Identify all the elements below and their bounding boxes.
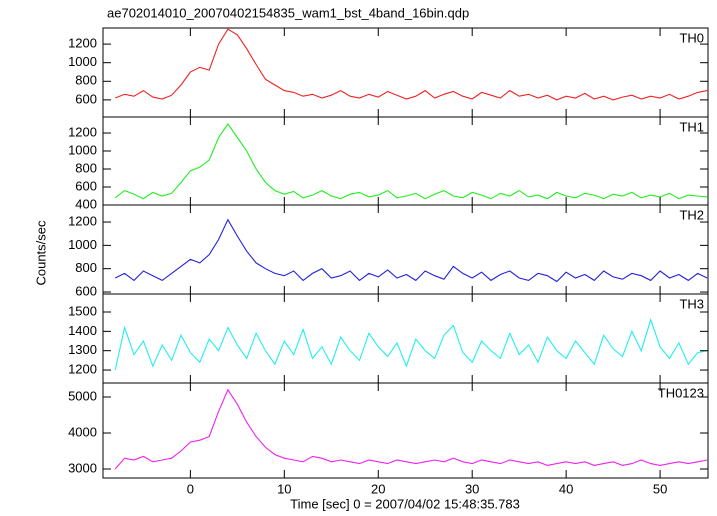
light-curve [114,28,708,101]
y-tick-label: 1000 [68,142,97,157]
light-curve [114,218,708,283]
panel-frame [102,116,709,206]
y-tick-label: 3000 [68,460,97,475]
y-tick-label: 400 [75,196,97,211]
y-axis-label: Counts/sec [33,220,48,286]
panel-label: TH1 [679,119,704,134]
y-tick-label: 1200 [68,36,97,51]
panel-label: TH2 [679,207,704,222]
y-tick-label: 1300 [68,342,97,357]
x-tick-label: 40 [559,481,573,496]
chart-title: ae702014010_20070402154835_wam1_bst_4ban… [107,5,469,20]
panel-frame [102,293,709,384]
light-curve [114,388,708,470]
panel-label: TH3 [679,296,704,311]
light-curve [114,123,708,200]
y-tick-label: 800 [75,73,97,88]
y-tick-label: 600 [75,91,97,106]
x-tick-label: 10 [277,481,291,496]
y-tick-label: 1400 [68,323,97,338]
light-curve [114,317,708,371]
y-tick-label: 1500 [68,303,97,318]
y-tick-label: 1200 [68,361,97,376]
y-tick-label: 800 [75,260,97,275]
x-tick-label: 50 [653,481,667,496]
panel-label: TH0123 [658,385,704,400]
y-tick-label: 1000 [68,54,97,69]
x-tick-label: 20 [371,481,385,496]
y-tick-label: 800 [75,160,97,175]
y-tick-label: 600 [75,283,97,298]
x-tick-label: 30 [465,481,479,496]
x-tick-label: 0 [187,481,194,496]
y-tick-label: 1200 [68,213,97,228]
x-axis-label: Time [sec] 0 = 2007/04/02 15:48:35.783 [290,496,520,511]
y-tick-label: 1200 [68,124,97,139]
y-tick-label: 4000 [68,424,97,439]
panel-frame [102,27,709,118]
y-tick-label: 600 [75,178,97,193]
panel-label: TH0 [679,30,704,45]
panel-frame [102,382,709,479]
panel-frame [102,204,709,295]
y-tick-label: 5000 [68,388,97,403]
y-tick-label: 1000 [68,237,97,252]
